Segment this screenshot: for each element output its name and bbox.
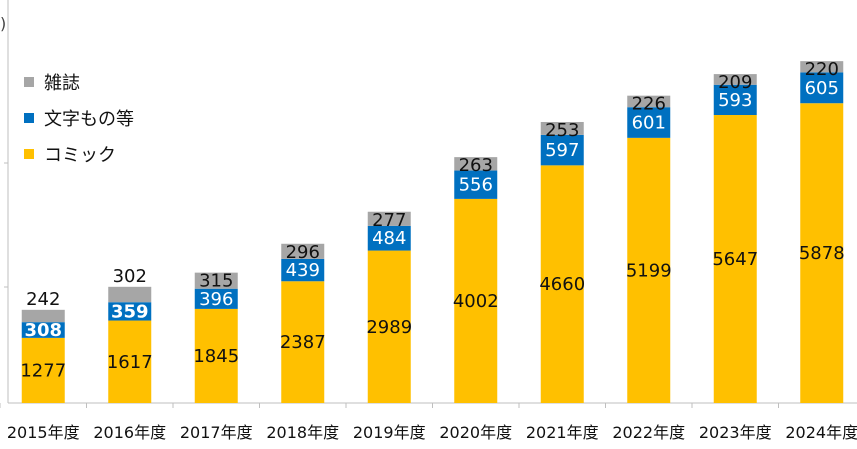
bar-text-2020年度 [454,170,498,199]
x-tick-label-2023年度: 2023年度 [699,423,772,442]
data-label-magazine-2019年度: 277 [372,210,406,231]
data-label-text-2019年度: 484 [372,228,406,249]
bar-text-2023年度 [713,84,757,116]
bar-magazine-2015年度 [21,309,65,323]
bar-comic-2020年度 [454,198,498,403]
bar-comic-2023年度 [713,115,757,404]
bar-magazine-2019年度 [367,211,411,226]
legend-item-text: 文字もの等 [24,100,134,136]
bar-magazine-2017年度 [194,272,238,289]
bar-magazine-2021年度 [540,121,584,135]
bar-text-2022年度 [627,107,671,138]
legend-swatch-comic [24,149,34,159]
data-label-magazine-2024年度: 220 [805,59,839,80]
legend-label-text: 文字もの等 [44,109,134,130]
y-axis-unit-fragment: ) [0,14,7,33]
data-label-comic-2016年度: 1617 [107,352,153,373]
legend-label-magazine: 雑誌 [44,73,80,94]
bar-text-2015年度 [21,322,65,338]
legend-label-comic: コミック [44,145,116,166]
bar-comic-2024年度 [800,103,844,404]
bar-text-2018年度 [281,258,325,282]
bar-magazine-2020年度 [454,157,498,171]
legend-swatch-text [24,113,34,123]
bar-magazine-2016年度 [108,286,152,303]
data-label-comic-2019年度: 2989 [366,317,412,338]
bar-comic-2019年度 [367,250,411,403]
x-tick-label-2020年度: 2020年度 [439,423,512,442]
bar-comic-2017年度 [194,308,238,403]
legend-item-magazine: 雑誌 [24,64,134,100]
bar-magazine-2022年度 [627,95,671,108]
data-label-magazine-2021年度: 253 [545,120,579,141]
bar-magazine-2018年度 [281,243,325,259]
x-tick-label-2018年度: 2018年度 [266,423,339,442]
x-tick-label-2016年度: 2016年度 [93,423,166,442]
data-label-magazine-2018年度: 296 [286,242,320,263]
bar-magazine-2024年度 [800,61,844,73]
data-label-text-2024年度: 605 [805,78,839,99]
data-label-comic-2018年度: 2387 [280,332,326,353]
data-label-magazine-2017年度: 315 [199,271,233,292]
legend-item-comic: コミック [24,136,134,172]
bar-comic-2018年度 [281,281,325,403]
x-tick-label-2015年度: 2015年度 [7,423,80,442]
x-tick-label-2024年度: 2024年度 [785,423,857,442]
data-label-text-2020年度: 556 [459,175,493,196]
data-label-text-2015年度: 308 [24,320,62,341]
data-label-text-2023年度: 593 [718,90,752,111]
data-label-magazine-2023年度: 209 [718,72,752,93]
data-label-text-2017年度: 396 [199,289,233,310]
data-label-magazine-2016年度: 302 [113,266,147,287]
bar-text-2019年度 [367,225,411,251]
bar-text-2021年度 [540,134,584,166]
data-label-comic-2020年度: 4002 [453,291,499,312]
bars-layer [21,61,844,404]
data-label-text-2021年度: 597 [545,140,579,161]
data-label-comic-2015年度: 1277 [20,360,66,381]
legend-swatch-magazine [24,77,34,87]
x-tick-label-2017年度: 2017年度 [180,423,253,442]
bar-comic-2022年度 [627,137,671,403]
data-label-comic-2022年度: 5199 [626,260,672,281]
data-label-text-2018年度: 439 [286,260,320,281]
x-tick-label-2021年度: 2021年度 [526,423,599,442]
data-label-comic-2017年度: 1845 [193,346,239,367]
data-label-magazine-2020年度: 263 [459,155,493,176]
legend: 雑誌 文字もの等 コミック [24,64,134,172]
bar-text-2017年度 [194,288,238,309]
data-label-comic-2024年度: 5878 [799,243,845,264]
data-label-text-2016年度: 359 [111,301,149,322]
data-label-comic-2023年度: 5647 [712,249,758,270]
data-label-comic-2021年度: 4660 [539,274,585,295]
bar-text-2016年度 [108,302,152,321]
labels-layer: 1277 308 242 2015年度 1617 359 302 2016年度 1845 3963… [7,59,857,442]
x-tick-label-2019年度: 2019年度 [353,423,426,442]
data-label-text-2022年度: 601 [632,113,666,134]
bar-magazine-2023年度 [713,74,757,85]
bar-comic-2021年度 [540,165,584,403]
bar-text-2024年度 [800,72,844,104]
bar-comic-2016年度 [108,320,152,403]
data-label-magazine-2015年度: 242 [26,289,60,310]
x-tick-label-2022年度: 2022年度 [612,423,685,442]
data-label-magazine-2022年度: 226 [632,94,666,115]
bar-comic-2015年度 [21,337,65,403]
